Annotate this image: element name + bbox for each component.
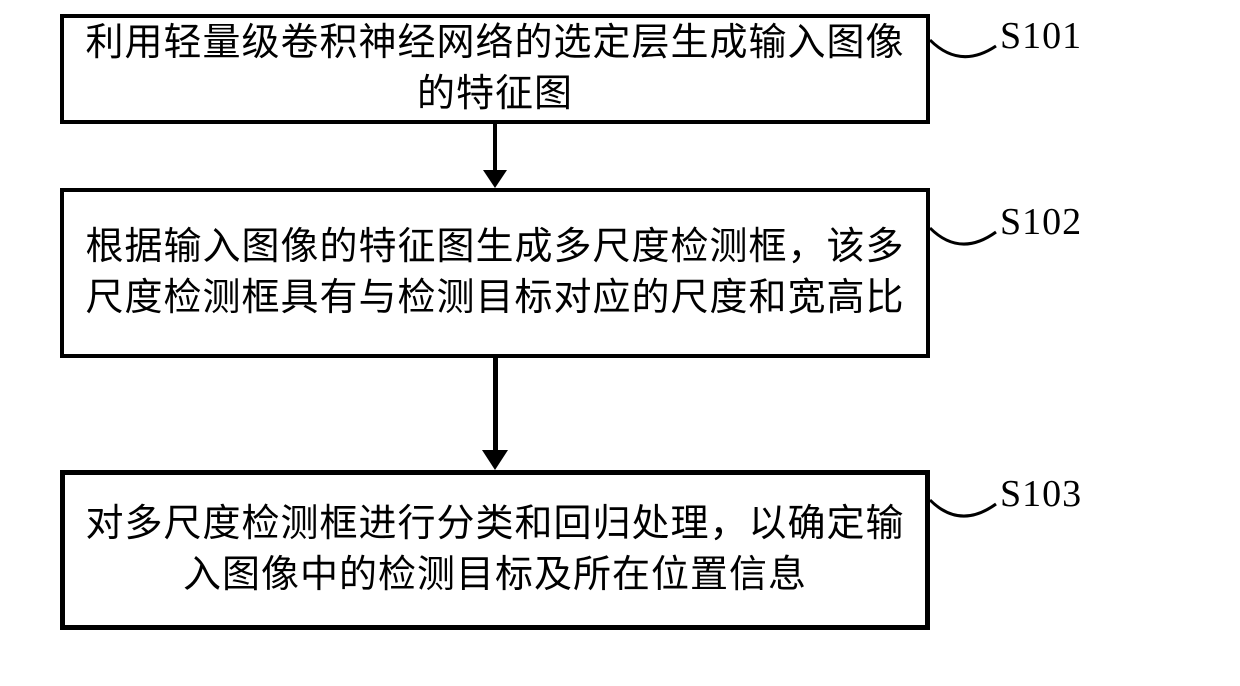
callout-connector-3 bbox=[0, 0, 1240, 686]
flowchart-canvas: 利用轻量级卷积神经网络的选定层生成输入图像的特征图 S101 根据输入图像的特征… bbox=[0, 0, 1240, 686]
